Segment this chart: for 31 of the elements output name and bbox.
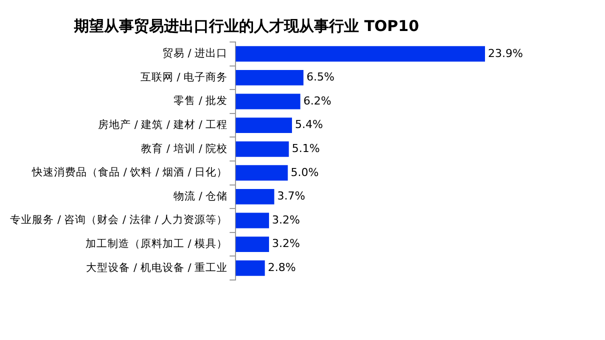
y-tick-label: 物流 / 仓储 (173, 189, 228, 202)
bar (236, 236, 270, 252)
bar (236, 260, 265, 276)
y-tick-label: 贸易 / 进出口 (162, 46, 228, 60)
y-tick-label: 专业服务 / 咨询（财会 / 法律 / 人力资源等） (10, 213, 228, 226)
data-label: 3.7% (277, 190, 306, 203)
chart-title: 期望从事贸易进出口行业的人才现从事行业 TOP10 (72, 16, 420, 35)
y-tick-label: 加工制造（原料加工 / 模具） (85, 237, 228, 250)
data-label: 6.2% (303, 94, 332, 108)
bar (236, 165, 288, 181)
bar (236, 141, 289, 157)
data-label: 5.1% (292, 142, 320, 155)
data-label: 2.8% (268, 260, 296, 274)
y-tick-label: 教育 / 培训 / 院校 (141, 142, 228, 155)
bar (236, 118, 292, 134)
bar (236, 212, 270, 228)
bar (236, 46, 485, 62)
bar (236, 188, 274, 204)
y-tick-label: 互联网 / 电子商务 (140, 70, 228, 84)
data-label: 6.5% (306, 70, 334, 84)
y-tick-label: 零售 / 批发 (173, 95, 228, 108)
data-label: 5.0% (290, 166, 319, 179)
y-tick-label: 大型设备 / 机电设备 / 重工业 (86, 260, 228, 274)
data-label: 3.2% (272, 213, 300, 226)
y-tick-label: 快速消费品（食品 / 饮料 / 烟酒 / 日化） (31, 166, 228, 179)
data-label: 5.4% (294, 118, 323, 132)
bar (236, 70, 304, 86)
bar (236, 94, 300, 110)
data-label: 3.2% (272, 237, 300, 250)
data-label: 23.9% (488, 46, 523, 60)
y-tick-label: 房地产 / 建筑 / 建材 / 工程 (98, 118, 228, 132)
